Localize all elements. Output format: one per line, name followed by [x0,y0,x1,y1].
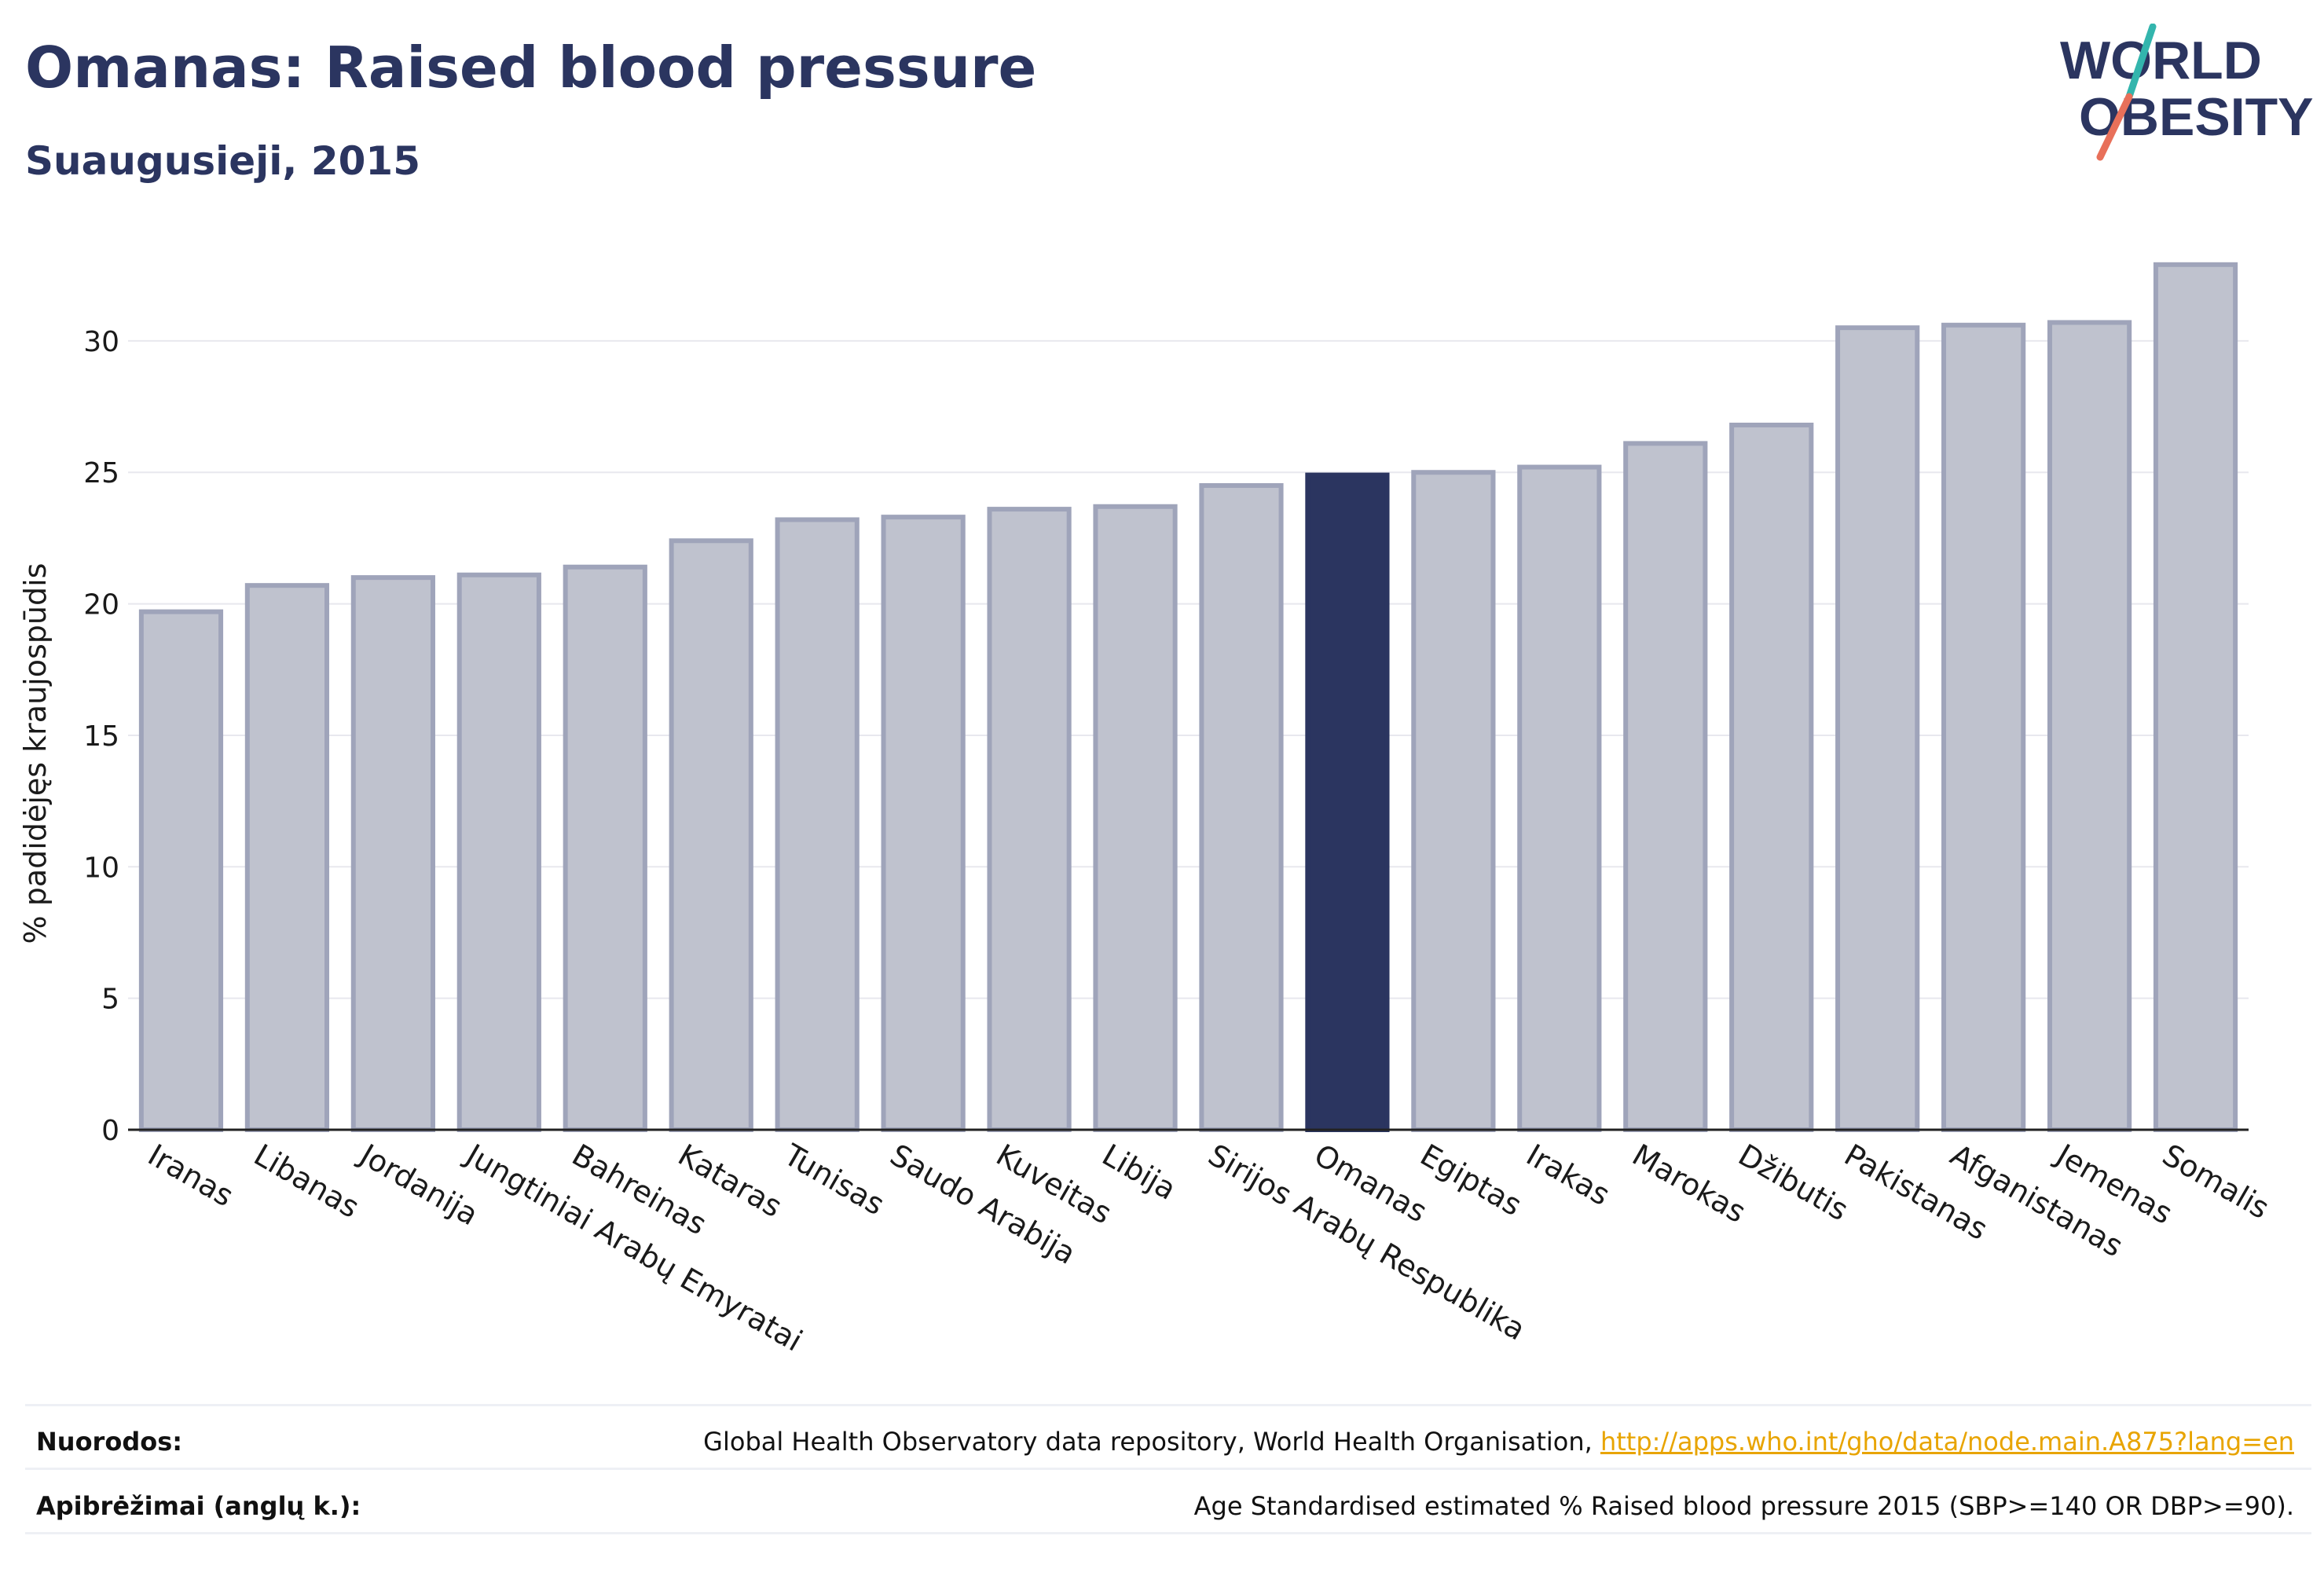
x-tick-label: Tunisas [778,1137,890,1222]
footer-divider-middle [25,1468,2311,1470]
references-text: Global Health Observatory data repositor… [703,1427,1600,1457]
x-tick-label: Marokas [1626,1138,1751,1230]
bar-sirijos-arabų-respublika [1199,482,1284,1132]
footer-divider-top [25,1404,2311,1406]
x-tick-label: Iranas [142,1138,240,1214]
world-obesity-logo: WORLD OBESITY [2060,24,2314,161]
x-tick-label: Saudo Arabija [885,1138,1082,1271]
y-tick-label: 15 [83,720,119,753]
logo-slash-coral [2096,93,2133,161]
chart-subtitle: Suaugusieji, 2015 [25,138,420,184]
bars [138,262,2238,1133]
footer-references-row: Nuorodos: Global Health Observatory data… [36,1418,2294,1465]
y-tick-label: 0 [101,1115,119,1147]
bar-libanas [244,583,330,1132]
grid-lines [128,339,2249,999]
references-value: Global Health Observatory data repositor… [703,1427,2294,1457]
references-label: Nuorodos: [36,1427,183,1457]
logo-word-world: WORLD [2060,31,2262,90]
bar-jungtiniai-arabų-emyratai [456,572,541,1132]
y-tick-label: 30 [83,326,119,358]
definitions-value: Age Standardised estimated % Raised bloo… [1193,1491,2294,1521]
bar-pakistanas [1835,325,1920,1133]
chart-title: Omanas: Raised blood pressure [25,35,1037,101]
x-tick-label: Jordanija [353,1137,484,1233]
bar-bahreinas [563,564,647,1132]
y-axis-ticks: 0 5 10 15 20 25 30 [83,326,119,1147]
footer-divider-bottom [25,1532,2311,1534]
y-tick-label: 10 [83,852,119,884]
definitions-label: Apibrėžimai (anglų k.): [36,1491,361,1521]
bar-jordanija [350,575,435,1132]
references-link[interactable]: http://apps.who.int/gho/data/node.main.A… [1600,1427,2294,1457]
footer-definitions-row: Apibrėžimai (anglų k.): Age Standardised… [36,1483,2294,1530]
bar-egiptas [1411,470,1496,1132]
x-tick-label: Egiptas [1414,1138,1527,1223]
x-tick-label: Irakas [1520,1138,1615,1212]
bar-somalis [2153,262,2238,1133]
bar-libija [1093,504,1178,1132]
bar-kuveitas [987,507,1072,1132]
y-tick-label: 20 [83,589,119,621]
bar-kataras [669,538,753,1132]
bar-iranas [138,609,224,1132]
bar-afganistanas [1941,322,2026,1132]
bar-marokas [1623,441,1708,1132]
x-tick-label: Somalis [2157,1138,2275,1226]
bar-tunisas [775,517,860,1132]
y-tick-label: 5 [101,984,119,1016]
bar-chart: 0 5 10 15 20 25 30 Iranas LibanasJordanijaJungt… [18,262,2275,1358]
x-tick-label: Libanas [248,1138,365,1225]
bar-jemenas [2047,320,2132,1133]
bar-omanas [1305,472,1390,1132]
bar-saudo-arabija [881,515,966,1132]
logo-slash-teal [2125,24,2157,101]
bar-irakas [1517,464,1602,1132]
y-axis-title: % padidėjęs kraujospūdis [18,563,53,944]
x-tick-label: Džibutis [1732,1138,1854,1228]
bar-džibutis [1729,422,1814,1132]
y-tick-label: 25 [83,457,119,489]
